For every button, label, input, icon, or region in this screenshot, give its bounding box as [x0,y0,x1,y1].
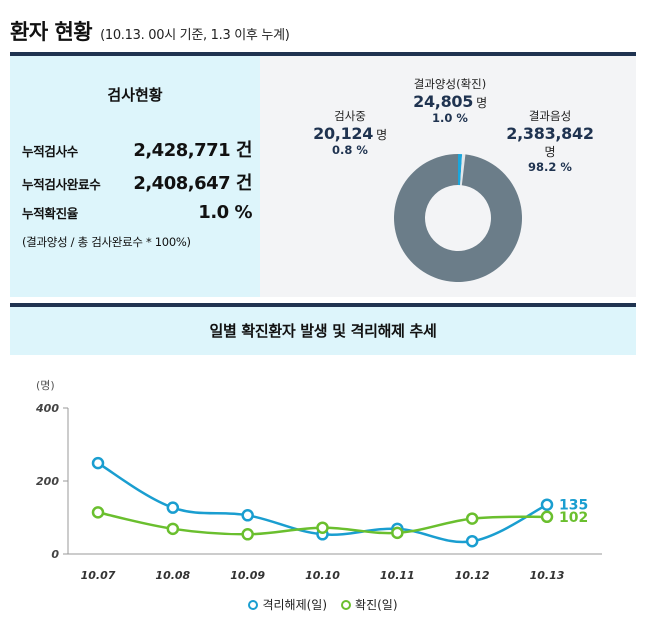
testing-value: 20,124 [313,124,374,143]
test-status-card: 검사현황 누적검사수 2,428,771 건 누적검사완료수 2,408,647… [10,52,636,297]
negative-pct: 98.2 % [528,160,572,174]
donut-chart [394,154,522,282]
legend-item-release: 격리해제(일) [248,596,327,613]
data-point [241,509,254,522]
test-stats-panel: 검사현황 누적검사수 2,428,771 건 누적검사완료수 2,408,647… [10,56,260,297]
data-point [540,498,554,511]
x-tick-label: 10.10 [305,569,340,582]
x-tick-label: 10.12 [455,569,490,582]
stat-label: 누적확진율 [22,206,79,221]
donut-chart-area: 결과양성(확진) 24,805 명 1.0 % 검사중 20,124 명 0.8 %… [260,56,636,297]
chart-title: 일별 확진환자 발생 및 격리해제 추세 [10,307,636,355]
testing-name: 검사중 [334,109,366,123]
data-point [540,510,554,524]
y-axis-label: (명) [36,379,55,392]
chart-legend: 격리해제(일) 확진(일) [10,596,636,613]
line-chart: (명) 0 200 400 10.07 10.08 10.09 10.10 10.11 10.12… [35,379,602,582]
negative-unit: 명 [544,145,556,159]
negative-name: 결과음성 [528,109,572,123]
positive-value: 24,805 [413,92,474,111]
positive-pct: 1.0 % [432,111,468,125]
negative-value: 2,383,842 [506,124,594,143]
page-subtitle: (10.13. 00시 기준, 1.3 이후 누계) [100,28,290,43]
data-point [166,501,180,514]
data-point [391,526,404,540]
page-title: 환자 현황 [10,20,93,44]
data-point [316,521,329,534]
stat-value: 2,428,771 건 [133,140,252,161]
legend-item-confirmed: 확진(일) [341,596,398,613]
page-header: 환자 현황 (10.13. 00시 기준, 1.3 이후 누계) [10,16,290,46]
x-tick-label: 10.09 [230,569,265,582]
legend-label: 격리해제(일) [262,598,328,612]
donut-label-positive: 결과양성(확진) 24,805 명 1.0 % [395,76,505,125]
y-tick-label: 0 [51,548,59,561]
data-point [465,512,479,525]
testing-unit: 명 [376,128,387,142]
stats-title: 검사현황 [107,86,163,104]
end-value-label: 102 [559,510,588,526]
stat-row-positive-rate: 누적확진율 1.0 % [22,202,252,223]
y-tick-label: 200 [36,475,59,488]
stat-value: 1.0 % [198,202,252,223]
donut-slice-negative [394,154,522,282]
testing-pct: 0.8 % [332,143,368,157]
y-tick-label: 400 [35,402,59,415]
stat-label: 누적검사완료수 [22,177,101,192]
data-point [91,456,105,470]
x-tick-label: 10.07 [81,569,116,582]
donut-label-testing: 검사중 20,124 명 0.8 % [300,108,400,157]
positive-name: 결과양성(확진) [413,77,487,91]
donut-slice-testing [460,154,466,186]
data-point [241,528,254,541]
end-value-label: 135 [559,498,588,514]
donut-slice-positive [458,154,463,186]
x-tick-label: 10.11 [380,569,415,582]
legend-label: 확진(일) [355,598,398,612]
legend-marker-icon [248,599,259,610]
trend-card: 일별 확진환자 발생 및 격리해제 추세 (명) 0 200 400 10.07 10.0… [10,303,636,641]
stat-label: 누적검사수 [22,144,79,159]
x-tick-label: 10.13 [530,569,565,582]
x-tick-label: 10.08 [155,569,190,582]
stat-row-completed-tests: 누적검사완료수 2,408,647 건 [22,169,252,195]
stat-row-total-tests: 누적검사수 2,428,771 건 [22,136,252,162]
stat-value: 2,408,647 건 [133,173,252,194]
data-point [465,534,479,548]
donut-label-negative: 결과음성 2,383,842 명 98.2 % [490,108,610,174]
positive-unit: 명 [476,96,487,110]
data-point [166,522,180,536]
legend-marker-icon [341,599,352,610]
stats-note: (결과양성 / 총 검사완료수 * 100%) [22,235,191,249]
data-point [91,506,105,519]
